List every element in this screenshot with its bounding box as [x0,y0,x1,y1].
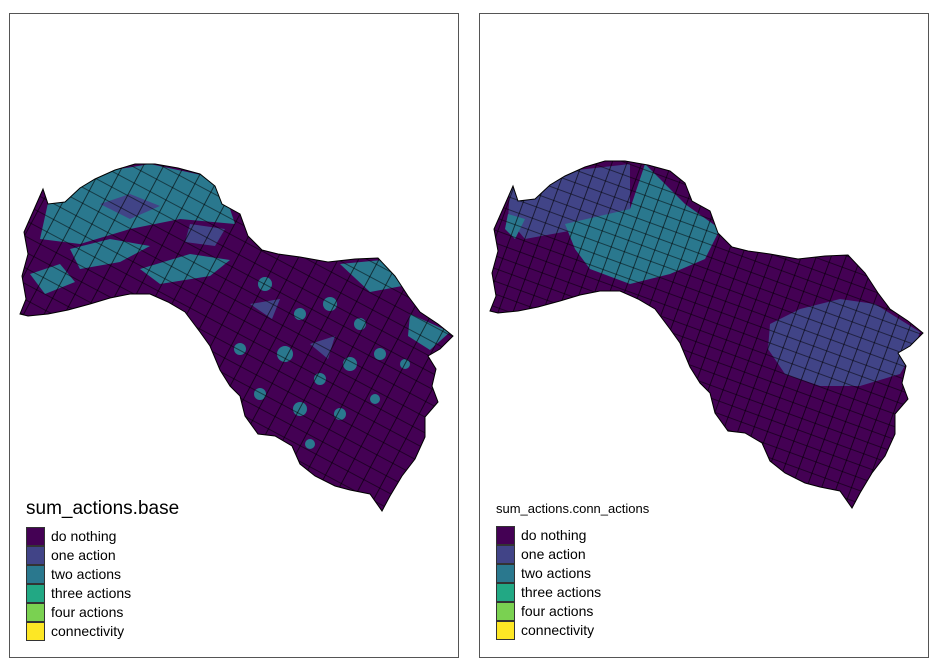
legend-label: one action [51,547,116,563]
legend-label: do nothing [51,528,117,544]
watershed-map-base [19,163,454,512]
legend-title: sum_actions.base [26,498,180,519]
legend-swatch [496,602,515,621]
map-legend: sum_actions.base do nothing one action t… [26,497,179,641]
legend-item: connectivity [26,622,179,641]
legend-label: three actions [51,585,132,601]
legend-item: do nothing [496,526,649,545]
legend-item: three actions [26,584,179,603]
legend-title: sum_actions.conn_actions [496,501,650,516]
legend-label: four actions [51,604,124,620]
map-panel-base: sum_actions.base do nothing one action t… [9,13,459,658]
legend-swatch [26,622,45,641]
legend-label: connectivity [521,622,595,638]
legend-label: connectivity [51,623,125,639]
legend-swatch [496,526,515,545]
legend-item: four actions [26,603,179,622]
legend-item: two actions [496,564,649,583]
legend-label: three actions [521,584,602,600]
legend-swatch [496,621,515,640]
legend-item: one action [26,546,179,565]
legend-swatch [26,527,45,546]
legend-item: do nothing [26,527,179,546]
legend-swatch [496,545,515,564]
legend-item: three actions [496,583,649,602]
legend-swatch [26,565,45,584]
legend-label: one action [521,546,586,562]
map-panel-conn-actions: sum_actions.conn_actions do nothing one … [479,13,929,658]
legend-swatch [26,584,45,603]
legend-item: connectivity [496,621,649,640]
legend-item: two actions [26,565,179,584]
legend-label: two actions [51,566,122,582]
legend-swatch [26,603,45,622]
legend-label: four actions [521,603,594,619]
legend-label: two actions [521,565,592,581]
legend-item: four actions [496,602,649,621]
map-legend: sum_actions.conn_actions do nothing one … [496,501,649,640]
legend-label: do nothing [521,527,587,543]
watershed-map-conn-actions [489,160,924,509]
legend-swatch [496,564,515,583]
legend-swatch [26,546,45,565]
legend-swatch [496,583,515,602]
legend-item: one action [496,545,649,564]
